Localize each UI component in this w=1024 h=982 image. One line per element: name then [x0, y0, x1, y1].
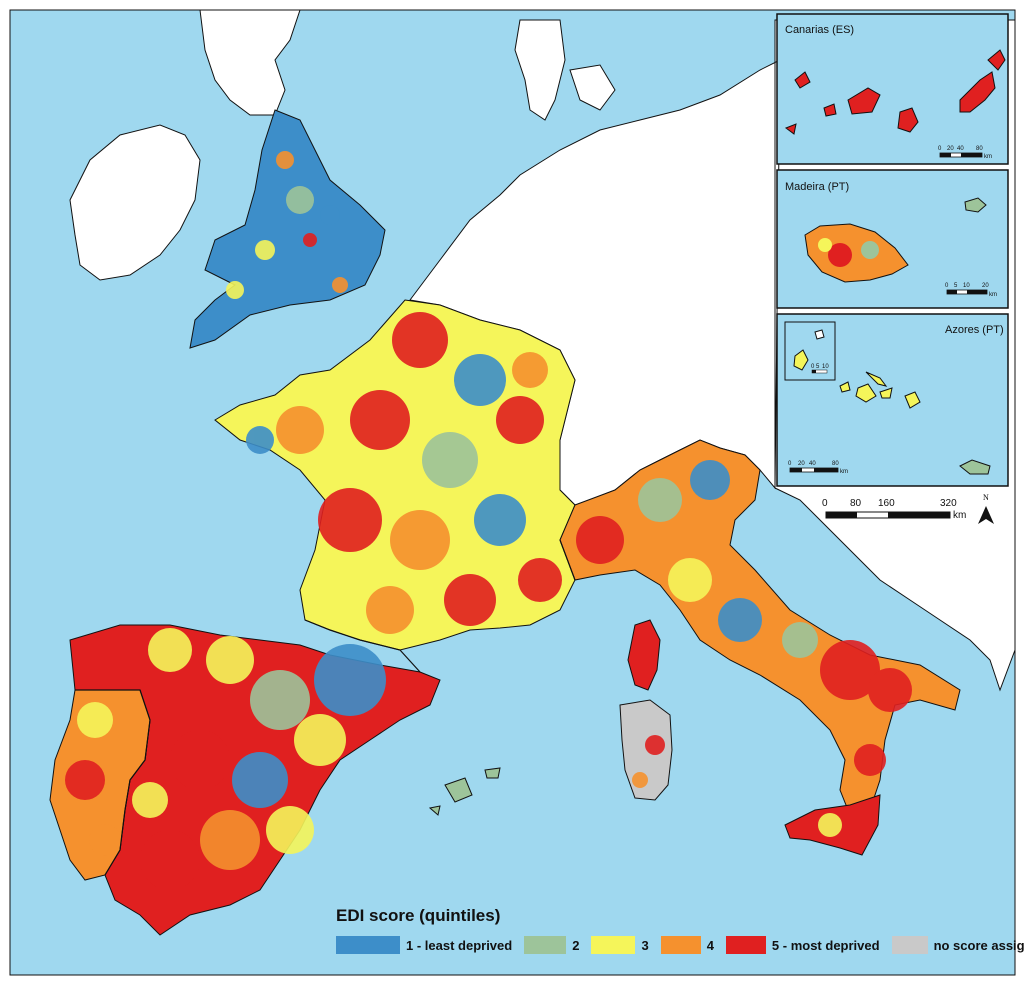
canarias-islands	[784, 49, 1006, 135]
legend-label-q2: 2	[572, 937, 580, 953]
north-arrow-label: N	[983, 493, 989, 502]
canarias-scale-tick: 20	[947, 146, 954, 152]
main-scale-tick: 160	[878, 498, 895, 509]
legend-swatch-no-score	[891, 936, 928, 954]
azores-sub-scale-tick: 10	[822, 364, 829, 370]
legend: EDI score (quintiles) 1 - least deprived…	[336, 906, 1024, 966]
canarias-scale-tick: 80	[976, 146, 983, 152]
madeira-scale-tick: 20	[982, 283, 989, 289]
azores-flores	[793, 349, 809, 371]
madeira-scale-tick: 0	[945, 283, 949, 289]
edi-mosaic	[65, 151, 912, 890]
azores-sub-scale-tick: 5	[816, 364, 820, 370]
azores-scale-unit: km	[840, 469, 848, 475]
legend-item-q1: 1 - least deprived	[336, 936, 518, 954]
legend-item-q3: 3	[591, 936, 654, 954]
legend-item-no-score: no score assigned	[891, 936, 1024, 954]
legend-swatch-q5	[725, 936, 766, 954]
azores-corvo	[814, 329, 825, 340]
inset-canarias-title: Canarias (ES)	[785, 24, 854, 36]
azores-scale-tick: 80	[832, 461, 839, 467]
inset-madeira-title: Madeira (PT)	[785, 181, 849, 193]
canarias-scale-unit: km	[984, 154, 992, 160]
north-arrow-icon: N	[978, 493, 994, 524]
main-scale-tick: 80	[850, 498, 862, 509]
inset-azores-title: Azores (PT)	[945, 324, 1004, 336]
legend-item-q4: 4	[660, 936, 720, 954]
legend-label-q4: 4	[706, 937, 714, 953]
azores-central-islands	[839, 371, 921, 409]
canarias-scale-tick: 40	[957, 146, 964, 152]
main-scale-bar: 0 80 160 320 km	[822, 498, 966, 521]
madeira-scale-unit: km	[989, 292, 997, 298]
legend-items: 1 - least deprived 2 3 4 5 - most depriv…	[336, 936, 1024, 954]
canarias-scale-bar: 0 20 40 80 km	[938, 146, 992, 160]
legend-label-q5: 5 - most deprived	[771, 937, 880, 953]
madeira-island	[804, 223, 909, 283]
madeira-scale-tick: 5	[954, 283, 958, 289]
azores-scale-tick: 20	[798, 461, 805, 467]
balearic-islands	[428, 767, 501, 816]
porto-santo-island	[964, 197, 987, 213]
denmark-land	[514, 19, 616, 121]
legend-title: EDI score (quintiles)	[336, 906, 501, 925]
inset-canarias: Canarias (ES) 0 20 40 80 km	[776, 13, 1009, 165]
azores-scale-bar: 0 20 40 80 km	[788, 461, 848, 475]
azores-sub-scale-bar: 0 5 10	[811, 364, 829, 374]
country-borders	[75, 539, 576, 876]
legend-item-q2: 2	[524, 936, 585, 954]
azores-scale-tick: 0	[788, 461, 792, 467]
azores-sao-miguel	[959, 459, 991, 475]
legend-label-q1: 1 - least deprived	[406, 937, 513, 953]
azores-sub-scale-tick: 0	[811, 364, 815, 370]
canarias-scale-tick: 0	[938, 146, 942, 152]
madeira-scale-tick: 10	[963, 283, 970, 289]
azores-scale-tick: 40	[809, 461, 816, 467]
legend-item-q5: 5 - most deprived	[725, 936, 886, 954]
madeira-scale-bar: 0 5 10 20 km	[945, 283, 997, 298]
legend-swatch-q2	[524, 936, 567, 954]
inset-madeira: Madeira (PT) 0 5 10 20 km	[776, 169, 1009, 309]
main-scale-unit: km	[953, 510, 966, 521]
inset-azores: Azores (PT) 0 5 10 0 20 40 80 km	[776, 313, 1009, 487]
main-scale-tick: 320	[940, 498, 957, 509]
corsica-land	[627, 619, 661, 691]
legend-label-no-score: no score assigned	[933, 937, 1024, 953]
ireland-land	[69, 124, 201, 281]
legend-swatch-q4	[660, 936, 701, 954]
legend-label-q3: 3	[641, 937, 649, 953]
sardinia-land	[619, 699, 673, 801]
legend-swatch-q1	[336, 936, 400, 954]
main-scale-tick: 0	[822, 498, 828, 509]
legend-swatch-q3	[591, 936, 636, 954]
